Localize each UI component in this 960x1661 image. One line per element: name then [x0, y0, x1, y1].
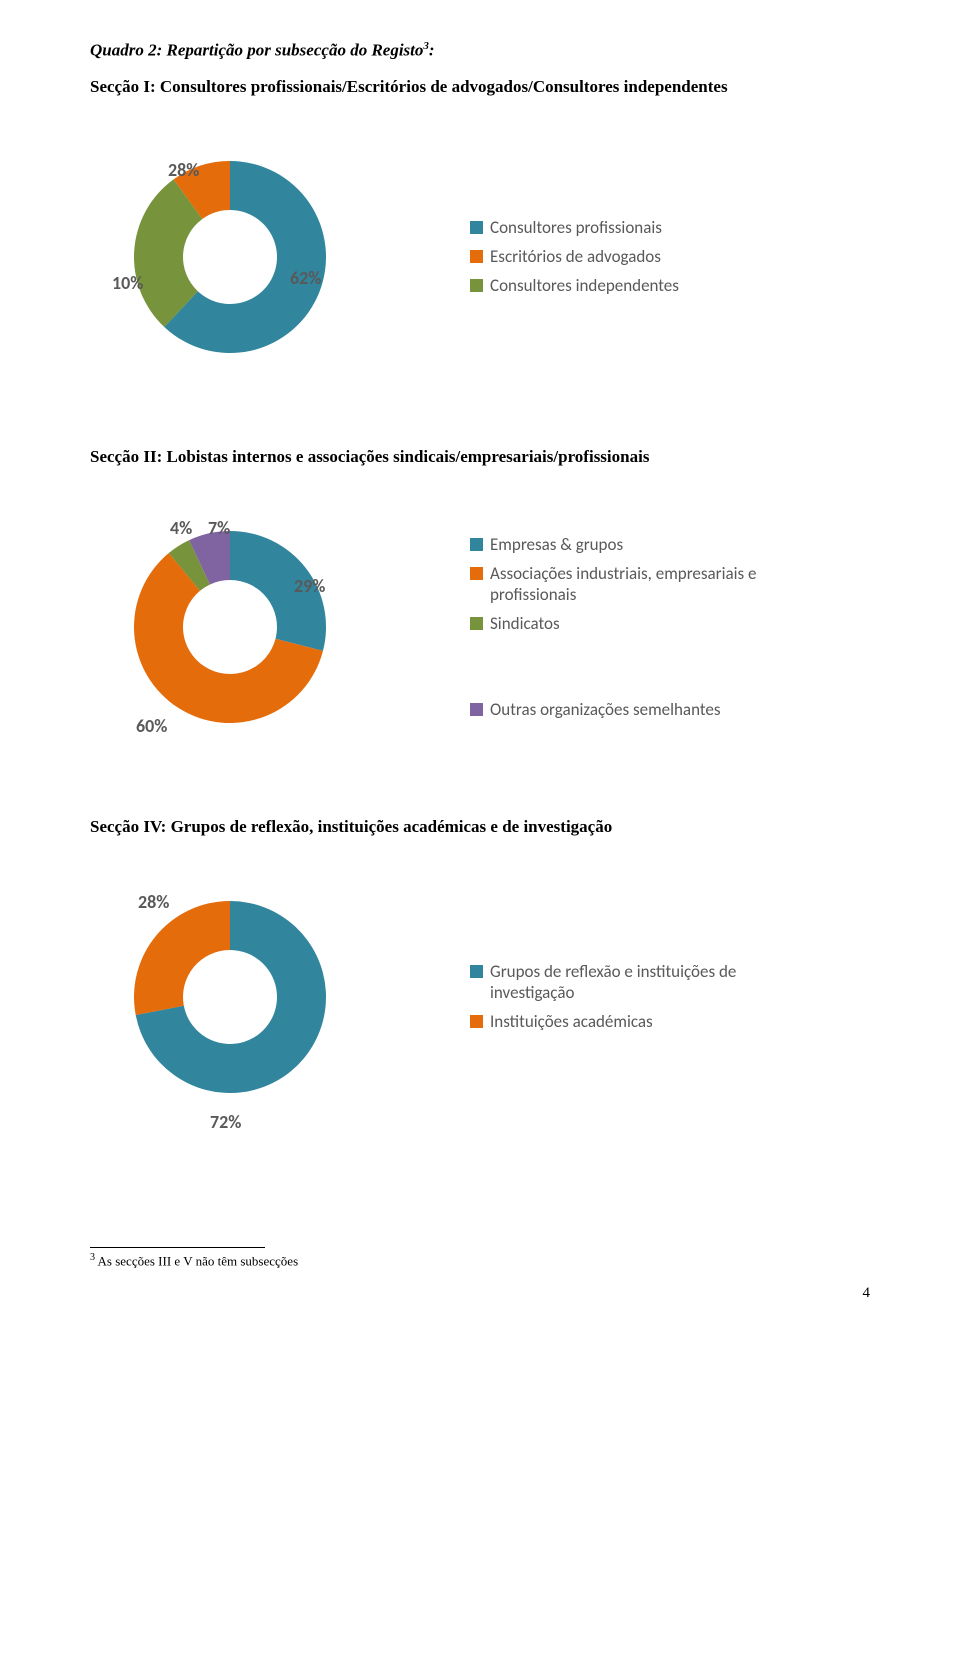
page-title: Quadro 2: Repartição por subsecção do Re…	[90, 40, 870, 61]
legend-item: Consultores profissionais	[470, 217, 679, 238]
section3-chart: 72%28%	[90, 867, 430, 1127]
section2-chart: 29% 60% 4% 7%	[90, 497, 430, 757]
legend-text: Associações industriais, empresariais e …	[490, 563, 760, 606]
legend-swatch	[470, 538, 483, 551]
section2-heading: Secção II: Lobistas internos e associaçõ…	[90, 447, 870, 467]
legend-text: Grupos de reflexão e instituições de inv…	[490, 961, 760, 1004]
legend-text: Outras organizações semelhantes	[490, 699, 720, 720]
legend-text: Escritórios de advogados	[490, 246, 661, 267]
section3-chart-block: 72%28% Grupos de reflexão e instituições…	[90, 867, 870, 1127]
section2-chart-block: 29% 60% 4% 7% Empresas & grupos Associações …	[90, 497, 870, 757]
slice-label: 4%	[170, 517, 192, 539]
legend-item: Grupos de reflexão e instituições de inv…	[470, 961, 760, 1004]
section1-legend: Consultores profissionais Escritórios de …	[430, 209, 679, 305]
legend-item: Associações industriais, empresariais e …	[470, 563, 760, 606]
footnote-rule	[90, 1247, 265, 1248]
legend-swatch	[470, 250, 483, 263]
legend-item: Instituições académicas	[470, 1011, 760, 1032]
legend-item: Escritórios de advogados	[470, 246, 679, 267]
legend-swatch	[470, 567, 483, 580]
legend-text: Consultores profissionais	[490, 217, 662, 238]
section3-legend: Grupos de reflexão e instituições de inv…	[430, 953, 760, 1041]
legend-swatch	[470, 1015, 483, 1028]
legend-item: Sindicatos	[470, 613, 760, 634]
legend-swatch	[470, 617, 483, 630]
slice-label: 29%	[294, 575, 325, 597]
section3-heading: Secção IV: Grupos de reflexão, instituiç…	[90, 817, 870, 837]
legend-text: Sindicatos	[490, 613, 560, 634]
legend-swatch	[470, 221, 483, 234]
slice-label: 7%	[208, 517, 230, 539]
legend-swatch	[470, 279, 483, 292]
slice-label: 28%	[138, 891, 169, 913]
section1-chart-block: 62% 28% 10% Consultores profissionais Escri…	[90, 127, 870, 387]
slice-label: 28%	[168, 159, 199, 181]
footnote-text: As secções III e V não têm subsecções	[95, 1253, 298, 1268]
title-text: Quadro 2: Repartição por subsecção do Re…	[90, 41, 423, 60]
slice-label: 62%	[290, 267, 321, 289]
slice-label: 60%	[136, 715, 167, 737]
legend-swatch	[470, 703, 483, 716]
legend-item: Outras organizações semelhantes	[470, 699, 760, 720]
section1-heading: Secção I: Consultores profissionais/Escr…	[90, 77, 870, 97]
legend-item: Empresas & grupos	[470, 534, 760, 555]
title-colon: :	[429, 41, 435, 60]
footnote: 3 As secções III e V não têm subsecções	[90, 1252, 870, 1269]
legend-text: Empresas & grupos	[490, 534, 623, 555]
page-number: 4	[90, 1285, 870, 1302]
donut-svg	[90, 127, 430, 387]
section1-chart: 62% 28% 10%	[90, 127, 430, 387]
legend-item: Consultores independentes	[470, 275, 679, 296]
slice-label: 10%	[112, 272, 143, 294]
slice-label: 72%	[210, 1111, 241, 1133]
section2-legend: Empresas & grupos Associações industriais…	[430, 526, 760, 728]
legend-swatch	[470, 965, 483, 978]
donut-slice	[134, 901, 230, 1015]
legend-text: Instituições académicas	[490, 1011, 653, 1032]
legend-text: Consultores independentes	[490, 275, 679, 296]
